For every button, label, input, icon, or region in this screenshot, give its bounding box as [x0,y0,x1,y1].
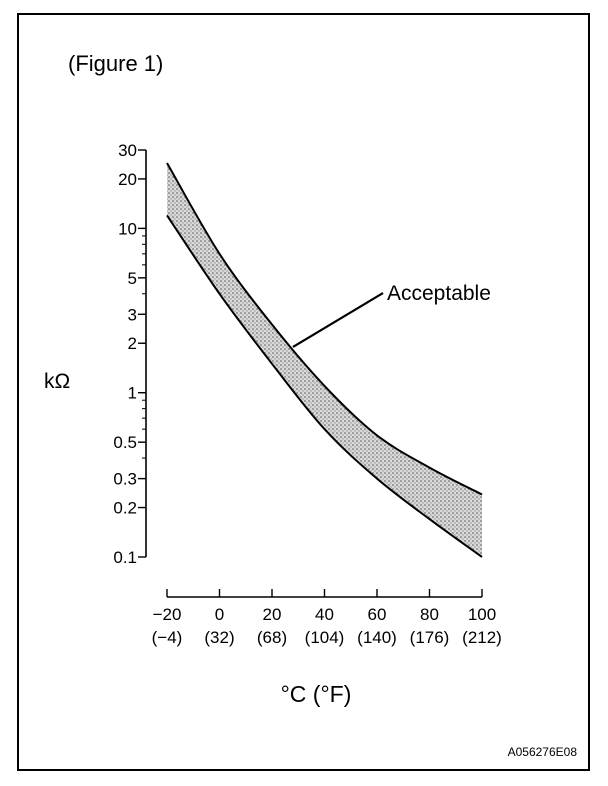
y-tick-label: 10 [118,219,137,238]
upper-limit-line [166,162,483,496]
y-tick-label: 2 [128,334,137,353]
y-tick-label: 5 [128,269,137,288]
x-tick-label-celsius: 20 [263,605,282,624]
y-axis-label: kΩ [44,370,70,393]
x-tick-label-fahrenheit: (−4) [152,628,183,647]
x-tick-label-fahrenheit: (32) [204,628,234,647]
y-tick-label: 3 [128,305,137,324]
y-tick-label: 0.5 [113,433,137,452]
figure-label: (Figure 1) [68,51,163,76]
x-axis-label: °C (°F) [281,681,352,707]
y-tick-label: 30 [118,141,137,160]
acceptable-band [167,163,482,557]
x-tick-label-celsius: 0 [215,605,224,624]
image-code: A056276E08 [508,745,578,759]
x-tick-label-celsius: 80 [420,605,439,624]
x-tick-label-celsius: 100 [468,605,496,624]
annotation-leader-line [292,292,384,348]
x-tick-label-celsius: 40 [315,605,334,624]
x-tick-label-fahrenheit: (176) [410,628,450,647]
x-tick-label-fahrenheit: (140) [357,628,397,647]
annotation-acceptable-label: Acceptable [387,282,491,305]
y-tick-label: 0.3 [113,470,137,489]
lower-limit-line [166,214,483,558]
x-tick-label-celsius: 60 [368,605,387,624]
y-tick-label: 0.2 [113,499,137,518]
y-tick-label: 20 [118,170,137,189]
y-tick-label: 1 [128,384,137,403]
x-tick-label-fahrenheit: (104) [305,628,345,647]
y-tick-label: 0.1 [113,548,137,567]
x-tick-label-celsius: −20 [153,605,182,624]
x-tick-label-fahrenheit: (68) [257,628,287,647]
x-tick-label-fahrenheit: (212) [462,628,502,647]
